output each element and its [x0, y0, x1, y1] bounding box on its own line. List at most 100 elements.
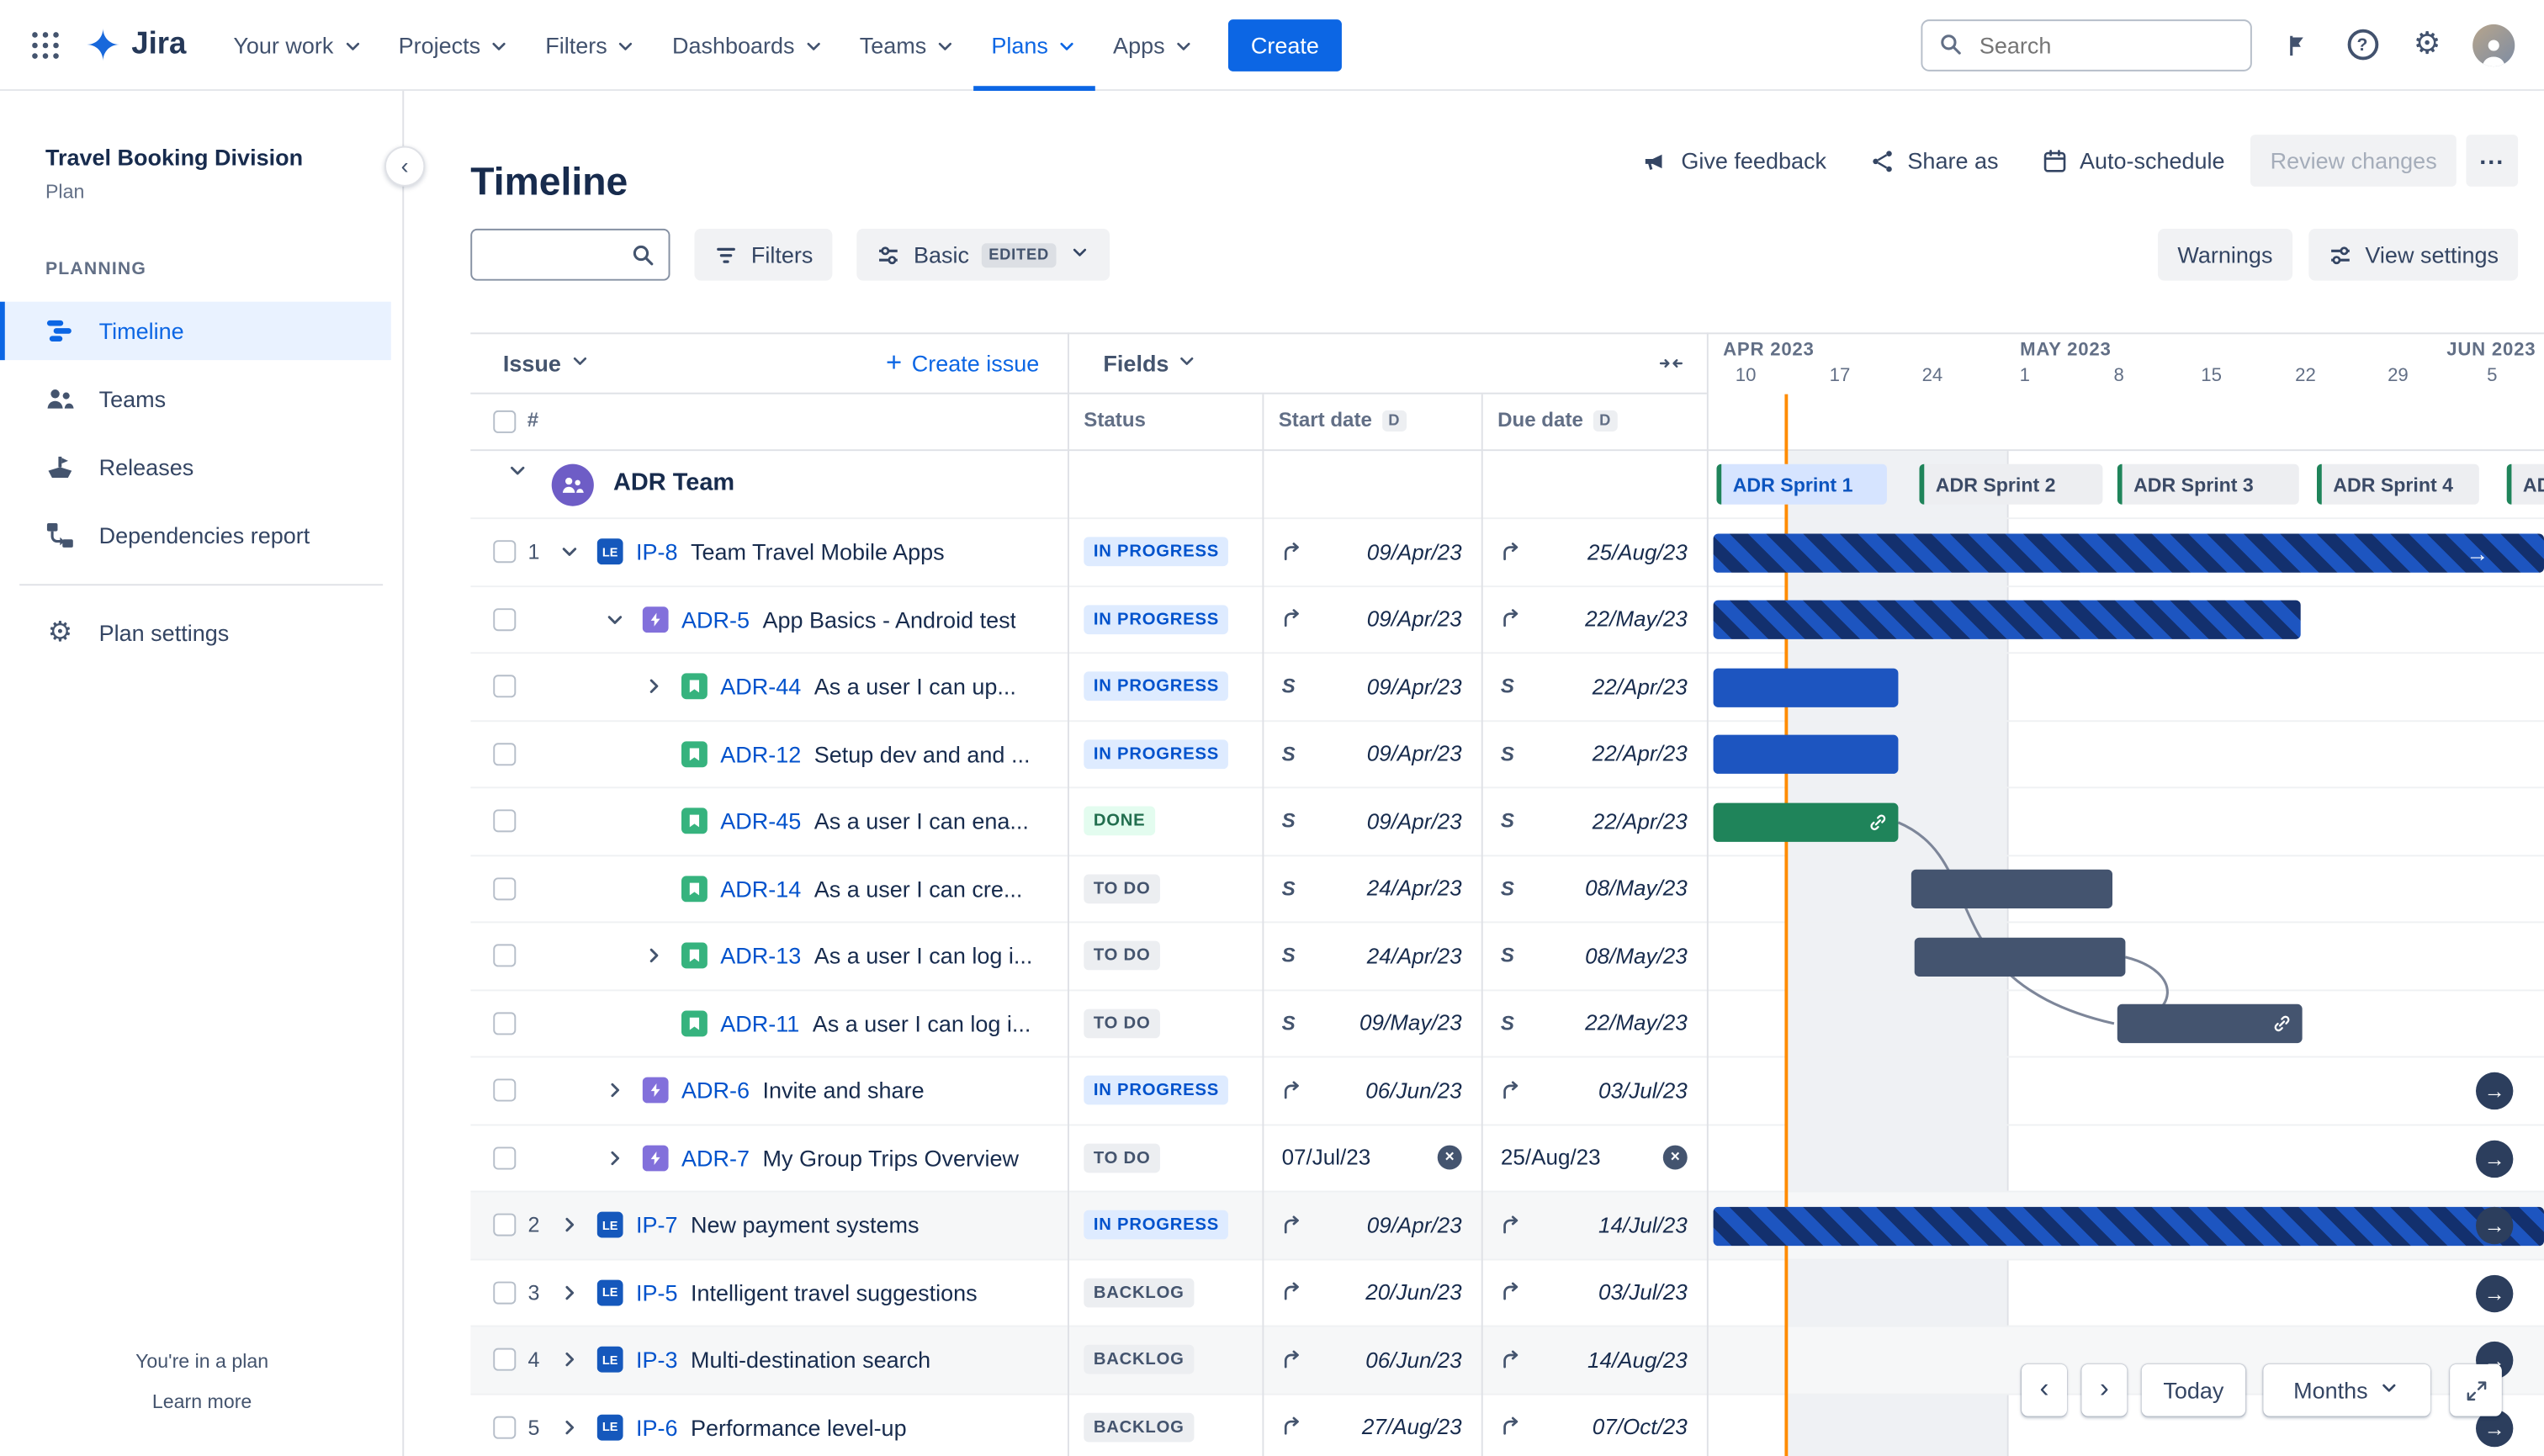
- due-date-cell[interactable]: S 07/Oct/23 ×: [1481, 1395, 1707, 1456]
- row-expand-chevron-icon[interactable]: [601, 1076, 630, 1105]
- issue-key-link[interactable]: ADR-12: [720, 740, 802, 767]
- issue-key-link[interactable]: ADR-45: [720, 807, 802, 834]
- issue-key-link[interactable]: ADR-7: [681, 1145, 750, 1171]
- gantt-bar[interactable]: →: [1713, 667, 1899, 707]
- issue-row[interactable]: 3 LE IP-5 Intelligent travel suggestions…: [470, 1260, 2544, 1327]
- start-date-cell[interactable]: S 20/Jun/23 ×: [1262, 1260, 1481, 1326]
- app-switcher-icon[interactable]: [19, 19, 72, 71]
- issue-row[interactable]: 5 LE IP-6 Performance level-up BACKLOG S…: [470, 1395, 2544, 1456]
- start-date-cell[interactable]: S 09/Apr/23 ×: [1262, 788, 1481, 854]
- team-group-row[interactable]: ADR Team ADR Sprint 1 ADR Sprint 2 ADR Spr…: [470, 451, 2544, 520]
- row-expand-chevron-icon[interactable]: [555, 1412, 585, 1442]
- sidebar-item-releases[interactable]: Releases: [0, 438, 391, 496]
- due-date-cell[interactable]: S 22/Apr/23 ×: [1481, 721, 1707, 786]
- start-date-cell[interactable]: S 09/Apr/23 ×: [1262, 519, 1481, 585]
- learn-more-link[interactable]: Learn more: [151, 1390, 252, 1413]
- row-expand-chevron-icon[interactable]: [601, 605, 630, 634]
- status-cell[interactable]: IN PROGRESS: [1068, 1192, 1262, 1257]
- issue-row[interactable]: 1 LE IP-8 Team Travel Mobile Apps IN PRO…: [470, 519, 2544, 587]
- issue-key-link[interactable]: IP-5: [635, 1279, 678, 1306]
- sprint-lozenge[interactable]: ADR Sprint 2: [1919, 463, 2103, 505]
- gantt-bar[interactable]: →: [1713, 802, 1899, 841]
- user-avatar[interactable]: [2472, 23, 2515, 66]
- start-date-cell[interactable]: S 06/Jun/23 ×: [1262, 1327, 1481, 1393]
- settings-gear-icon[interactable]: ⚙: [2413, 27, 2441, 62]
- nav-item-projects[interactable]: Projects: [380, 0, 527, 90]
- row-checkbox[interactable]: [493, 1078, 517, 1102]
- row-checkbox[interactable]: [493, 1348, 517, 1372]
- timeline-search-field[interactable]: [470, 228, 670, 281]
- start-date-cell[interactable]: S 09/Apr/23 ×: [1262, 586, 1481, 652]
- start-date-cell[interactable]: S 09/Apr/23 ×: [1262, 1192, 1481, 1257]
- nav-item-plans[interactable]: Plans: [973, 0, 1095, 91]
- issue-row[interactable]: ADR-12 Setup dev and and ... IN PROGRESS…: [470, 721, 2544, 789]
- nav-item-filters[interactable]: Filters: [527, 0, 655, 90]
- issue-key-link[interactable]: IP-6: [635, 1414, 678, 1441]
- issue-key-link[interactable]: ADR-14: [720, 875, 802, 902]
- more-options-button[interactable]: ...: [2466, 135, 2519, 187]
- row-checkbox[interactable]: [493, 1011, 517, 1035]
- issue-row[interactable]: ADR-44 As a user I can up... IN PROGRESS…: [470, 654, 2544, 722]
- issue-row[interactable]: ADR-6 Invite and share IN PROGRESS S 06/…: [470, 1057, 2544, 1125]
- due-date-cell[interactable]: S 03/Jul/23 ×: [1481, 1057, 1707, 1123]
- due-date-cell[interactable]: S 22/May/23 ×: [1481, 586, 1707, 652]
- select-all-checkbox[interactable]: [493, 410, 517, 433]
- announcement-icon[interactable]: [2278, 25, 2317, 64]
- sidebar-collapse-button[interactable]: ‹: [384, 146, 426, 187]
- dependency-link-icon[interactable]: [1869, 813, 1887, 830]
- start-date-cell[interactable]: S 09/May/23 ×: [1262, 990, 1481, 1056]
- issue-row[interactable]: ADR-45 As a user I can ena... DONE S 09/…: [470, 788, 2544, 856]
- jira-logo[interactable]: Jira: [84, 26, 186, 63]
- row-expand-chevron-icon[interactable]: [555, 1345, 585, 1374]
- give-feedback-button[interactable]: Give feedback: [1626, 135, 1842, 187]
- gantt-bar[interactable]: →: [1914, 936, 2126, 977]
- issue-row[interactable]: 2 LE IP-7 New payment systems IN PROGRES…: [470, 1192, 2544, 1260]
- status-cell[interactable]: IN PROGRESS: [1068, 721, 1262, 786]
- offscreen-bar-arrow-badge[interactable]: →: [2475, 1206, 2514, 1245]
- start-date-cell[interactable]: S 09/Apr/23 ×: [1262, 654, 1481, 719]
- warnings-button[interactable]: Warnings: [2158, 228, 2292, 281]
- gantt-bar[interactable]: →: [1713, 532, 2544, 572]
- help-icon[interactable]: [2343, 25, 2382, 64]
- sidebar-item-plan-settings[interactable]: ⚙ Plan settings: [0, 603, 391, 661]
- start-date-cell[interactable]: S 09/Apr/23 ×: [1262, 721, 1481, 786]
- global-search-input[interactable]: [1975, 29, 2220, 60]
- row-expand-chevron-icon[interactable]: [601, 1143, 630, 1173]
- due-date-cell[interactable]: S 22/May/23 ×: [1481, 990, 1707, 1056]
- filters-button[interactable]: Filters: [694, 228, 833, 281]
- due-date-cell[interactable]: S 14/Jul/23 ×: [1481, 1192, 1707, 1257]
- issue-key-link[interactable]: IP-3: [635, 1347, 678, 1374]
- gantt-bar[interactable]: →: [1911, 869, 2112, 908]
- row-expand-chevron-icon[interactable]: [555, 1278, 585, 1307]
- status-cell[interactable]: TO DO: [1068, 990, 1262, 1056]
- nav-item-dashboards[interactable]: Dashboards: [655, 0, 842, 90]
- chevron-down-icon[interactable]: [503, 456, 533, 485]
- sidebar-item-teams[interactable]: Teams: [0, 370, 391, 428]
- row-checkbox[interactable]: [493, 1146, 517, 1170]
- issue-row[interactable]: ADR-13 As a user I can log i... TO DO S …: [470, 923, 2544, 991]
- dependency-link-icon[interactable]: [2273, 1014, 2291, 1032]
- due-date-cell[interactable]: S 03/Jul/23 ×: [1481, 1260, 1707, 1326]
- due-date-cell[interactable]: S 08/May/23 ×: [1481, 923, 1707, 988]
- status-cell[interactable]: TO DO: [1068, 1125, 1262, 1190]
- row-checkbox[interactable]: [493, 675, 517, 698]
- offscreen-bar-arrow-badge[interactable]: →: [2475, 1072, 2514, 1110]
- nav-item-apps[interactable]: Apps: [1095, 0, 1212, 90]
- issue-key-link[interactable]: ADR-13: [720, 942, 802, 969]
- row-checkbox[interactable]: [493, 1281, 517, 1305]
- status-cell[interactable]: BACKLOG: [1068, 1395, 1262, 1456]
- sprint-lozenge[interactable]: AD: [2506, 463, 2544, 505]
- status-cell[interactable]: DONE: [1068, 788, 1262, 854]
- row-checkbox[interactable]: [493, 876, 517, 900]
- due-date-cell[interactable]: S 22/Apr/23 ×: [1481, 654, 1707, 719]
- gantt-bar[interactable]: →: [2117, 1003, 2303, 1044]
- gantt-bar[interactable]: →: [1713, 1205, 2544, 1246]
- status-cell[interactable]: IN PROGRESS: [1068, 586, 1262, 652]
- row-checkbox[interactable]: [493, 1214, 517, 1237]
- status-cell[interactable]: BACKLOG: [1068, 1327, 1262, 1393]
- status-cell[interactable]: IN PROGRESS: [1068, 1057, 1262, 1123]
- status-cell[interactable]: TO DO: [1068, 923, 1262, 988]
- issue-key-link[interactable]: IP-7: [635, 1212, 678, 1238]
- review-changes-button[interactable]: Review changes: [2250, 135, 2457, 187]
- offscreen-bar-arrow-badge[interactable]: →: [2475, 1273, 2514, 1312]
